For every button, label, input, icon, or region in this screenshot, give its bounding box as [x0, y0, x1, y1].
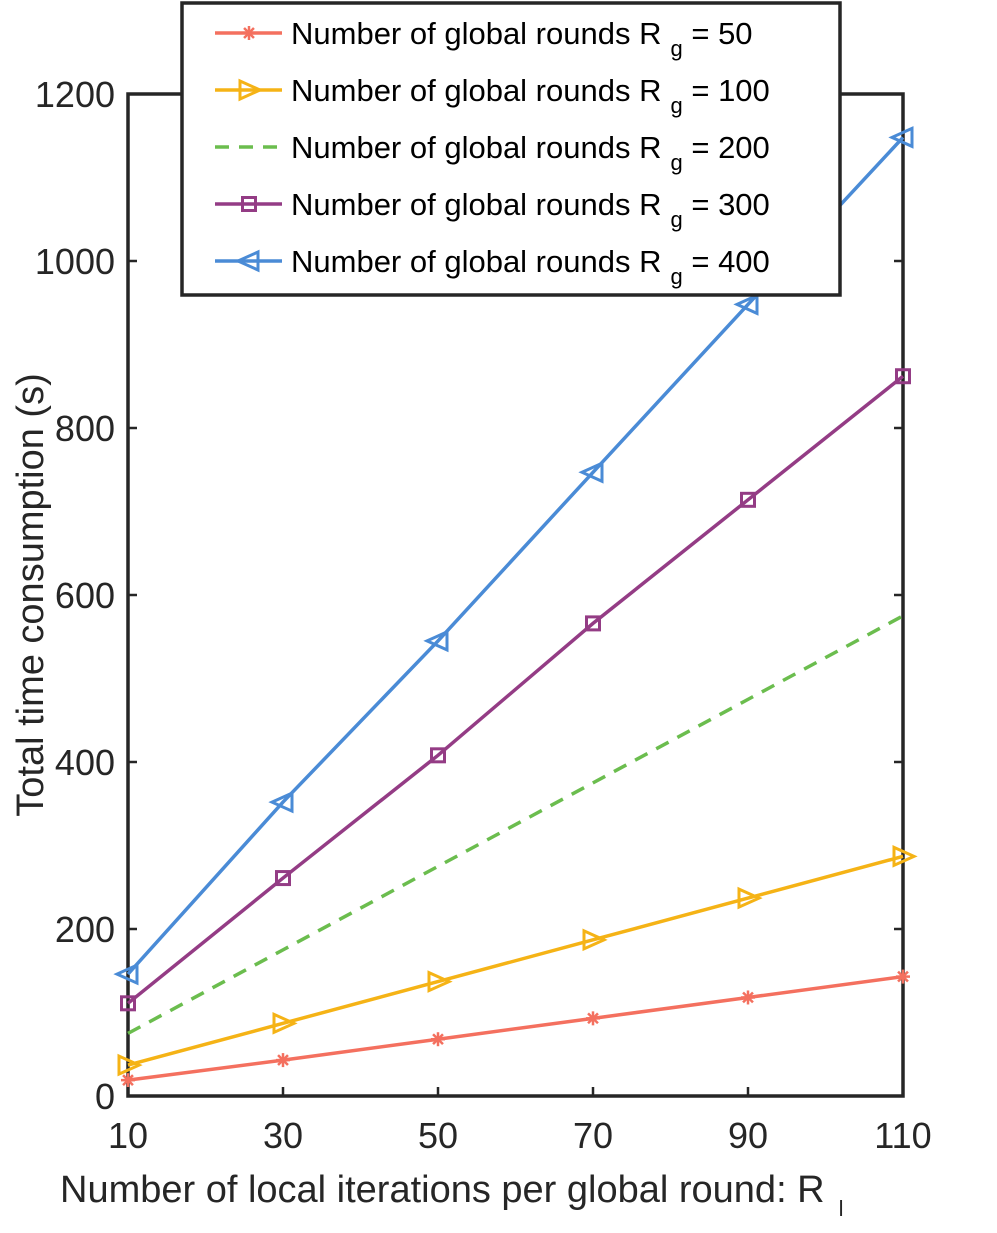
data-point: [585, 615, 601, 632]
asterisk-stroke: [587, 1012, 599, 1025]
data-point: [733, 293, 759, 316]
data-point: [276, 1053, 290, 1068]
series-line-3: [126, 374, 905, 1005]
asterisk-stroke: [243, 27, 255, 39]
asterisk-stroke: [742, 991, 754, 1004]
data-point: [892, 845, 918, 868]
data-point: [741, 990, 755, 1005]
y-tick-label: 1200: [35, 74, 115, 115]
y-tick-label: 0: [95, 1076, 115, 1117]
data-point: [582, 928, 608, 952]
ticks-layer: 10 30 50 70 90 110 0 200 400 600 800 1000 1200: [35, 74, 932, 1156]
x-tick-label: 70: [573, 1115, 613, 1156]
data-point: [121, 1073, 135, 1088]
x-tick-label: 30: [263, 1115, 303, 1156]
data-point: [117, 1053, 143, 1077]
asterisk-stroke: [122, 1074, 134, 1086]
data-point: [740, 491, 756, 508]
data-point: [427, 970, 453, 993]
asterisk-stroke: [432, 1033, 444, 1046]
asterisk-stroke: [277, 1054, 289, 1066]
series-line-1: [127, 854, 904, 1067]
data-point: [242, 26, 256, 40]
data-point: [578, 460, 604, 484]
y-tick-label: 1000: [35, 241, 115, 282]
asterisk-stroke: [897, 970, 909, 983]
y-tick-label: 200: [55, 909, 115, 950]
data-point: [430, 747, 446, 764]
data-point: [586, 1011, 600, 1026]
y-tick-label: 800: [55, 408, 115, 449]
data-point: [238, 78, 264, 102]
data-point: [234, 249, 260, 273]
x-tick-label: 110: [874, 1115, 931, 1156]
y-tick-label: 600: [55, 575, 115, 616]
data-point: [888, 126, 914, 149]
data-point: [113, 962, 139, 986]
series-line-0: [127, 974, 904, 1082]
data-point: [241, 196, 257, 212]
data-point: [120, 995, 136, 1012]
y-axis-title: Total time consumption (s): [10, 373, 52, 817]
x-axis-title: Number of local iterations per global ro…: [60, 1169, 844, 1221]
x-tick-label: 10: [108, 1115, 148, 1156]
x-tick-label: 50: [418, 1115, 458, 1156]
legend-box: [180, 1, 842, 297]
series-line-2: [127, 614, 904, 1035]
data-point: [896, 969, 910, 984]
data-point: [895, 368, 911, 385]
series-layer: [113, 126, 918, 1088]
data-point: [272, 1012, 298, 1035]
x-tick-label: 90: [728, 1115, 768, 1156]
data-point: [275, 870, 291, 887]
data-point: [423, 629, 449, 653]
data-point: [268, 790, 294, 814]
y-tick-label: 400: [55, 742, 115, 783]
data-point: [431, 1032, 445, 1047]
data-point: [737, 886, 763, 910]
